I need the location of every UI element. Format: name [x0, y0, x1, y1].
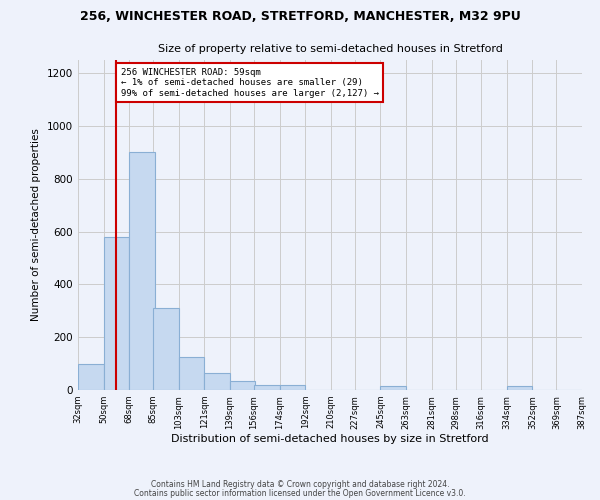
- Bar: [129, 152, 155, 390]
- Bar: [153, 308, 179, 390]
- Bar: [205, 373, 230, 390]
- Bar: [280, 384, 305, 390]
- Text: Contains HM Land Registry data © Crown copyright and database right 2024.: Contains HM Land Registry data © Crown c…: [151, 480, 449, 489]
- X-axis label: Distribution of semi-detached houses by size in Stretford: Distribution of semi-detached houses by …: [171, 434, 489, 444]
- Text: 256 WINCHESTER ROAD: 59sqm
← 1% of semi-detached houses are smaller (29)
99% of : 256 WINCHESTER ROAD: 59sqm ← 1% of semi-…: [121, 68, 379, 98]
- Bar: [507, 386, 532, 390]
- Bar: [78, 364, 104, 390]
- Title: Size of property relative to semi-detached houses in Stretford: Size of property relative to semi-detach…: [158, 44, 502, 54]
- Bar: [380, 386, 406, 390]
- Text: Contains public sector information licensed under the Open Government Licence v3: Contains public sector information licen…: [134, 490, 466, 498]
- Bar: [179, 357, 205, 390]
- Bar: [230, 381, 256, 390]
- Bar: [104, 237, 129, 390]
- Text: 256, WINCHESTER ROAD, STRETFORD, MANCHESTER, M32 9PU: 256, WINCHESTER ROAD, STRETFORD, MANCHES…: [80, 10, 520, 23]
- Bar: [254, 384, 280, 390]
- Y-axis label: Number of semi-detached properties: Number of semi-detached properties: [31, 128, 41, 322]
